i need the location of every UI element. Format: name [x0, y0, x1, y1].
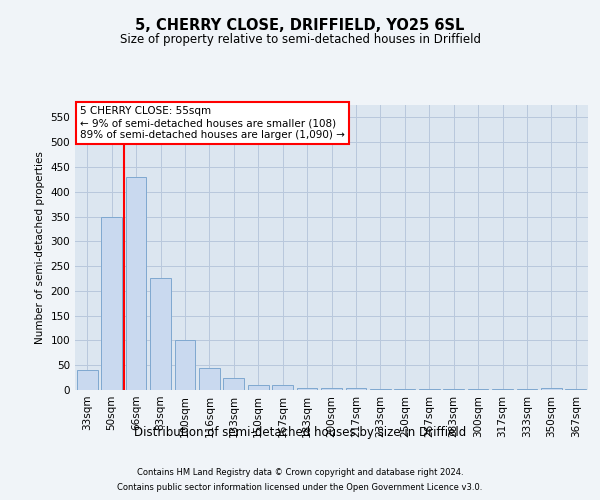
Bar [223, 378, 244, 390]
Bar [125, 177, 146, 390]
Bar [443, 388, 464, 390]
Text: Size of property relative to semi-detached houses in Driffield: Size of property relative to semi-detach… [119, 32, 481, 46]
Bar [199, 368, 220, 390]
Bar [517, 388, 538, 390]
Y-axis label: Number of semi-detached properties: Number of semi-detached properties [35, 151, 45, 344]
Bar [419, 388, 440, 390]
Bar [467, 388, 488, 390]
Bar [77, 370, 98, 390]
Bar [272, 385, 293, 390]
Bar [565, 388, 586, 390]
Bar [175, 340, 196, 390]
Text: 5 CHERRY CLOSE: 55sqm
← 9% of semi-detached houses are smaller (108)
89% of semi: 5 CHERRY CLOSE: 55sqm ← 9% of semi-detac… [80, 106, 345, 140]
Bar [150, 278, 171, 390]
Bar [296, 388, 317, 390]
Bar [492, 388, 513, 390]
Bar [248, 385, 269, 390]
Bar [394, 388, 415, 390]
Bar [541, 388, 562, 390]
Text: 5, CHERRY CLOSE, DRIFFIELD, YO25 6SL: 5, CHERRY CLOSE, DRIFFIELD, YO25 6SL [136, 18, 464, 32]
Bar [321, 388, 342, 390]
Bar [101, 216, 122, 390]
Bar [346, 388, 367, 390]
Text: Distribution of semi-detached houses by size in Driffield: Distribution of semi-detached houses by … [134, 426, 466, 439]
Text: Contains public sector information licensed under the Open Government Licence v3: Contains public sector information licen… [118, 483, 482, 492]
Bar [370, 388, 391, 390]
Text: Contains HM Land Registry data © Crown copyright and database right 2024.: Contains HM Land Registry data © Crown c… [137, 468, 463, 477]
